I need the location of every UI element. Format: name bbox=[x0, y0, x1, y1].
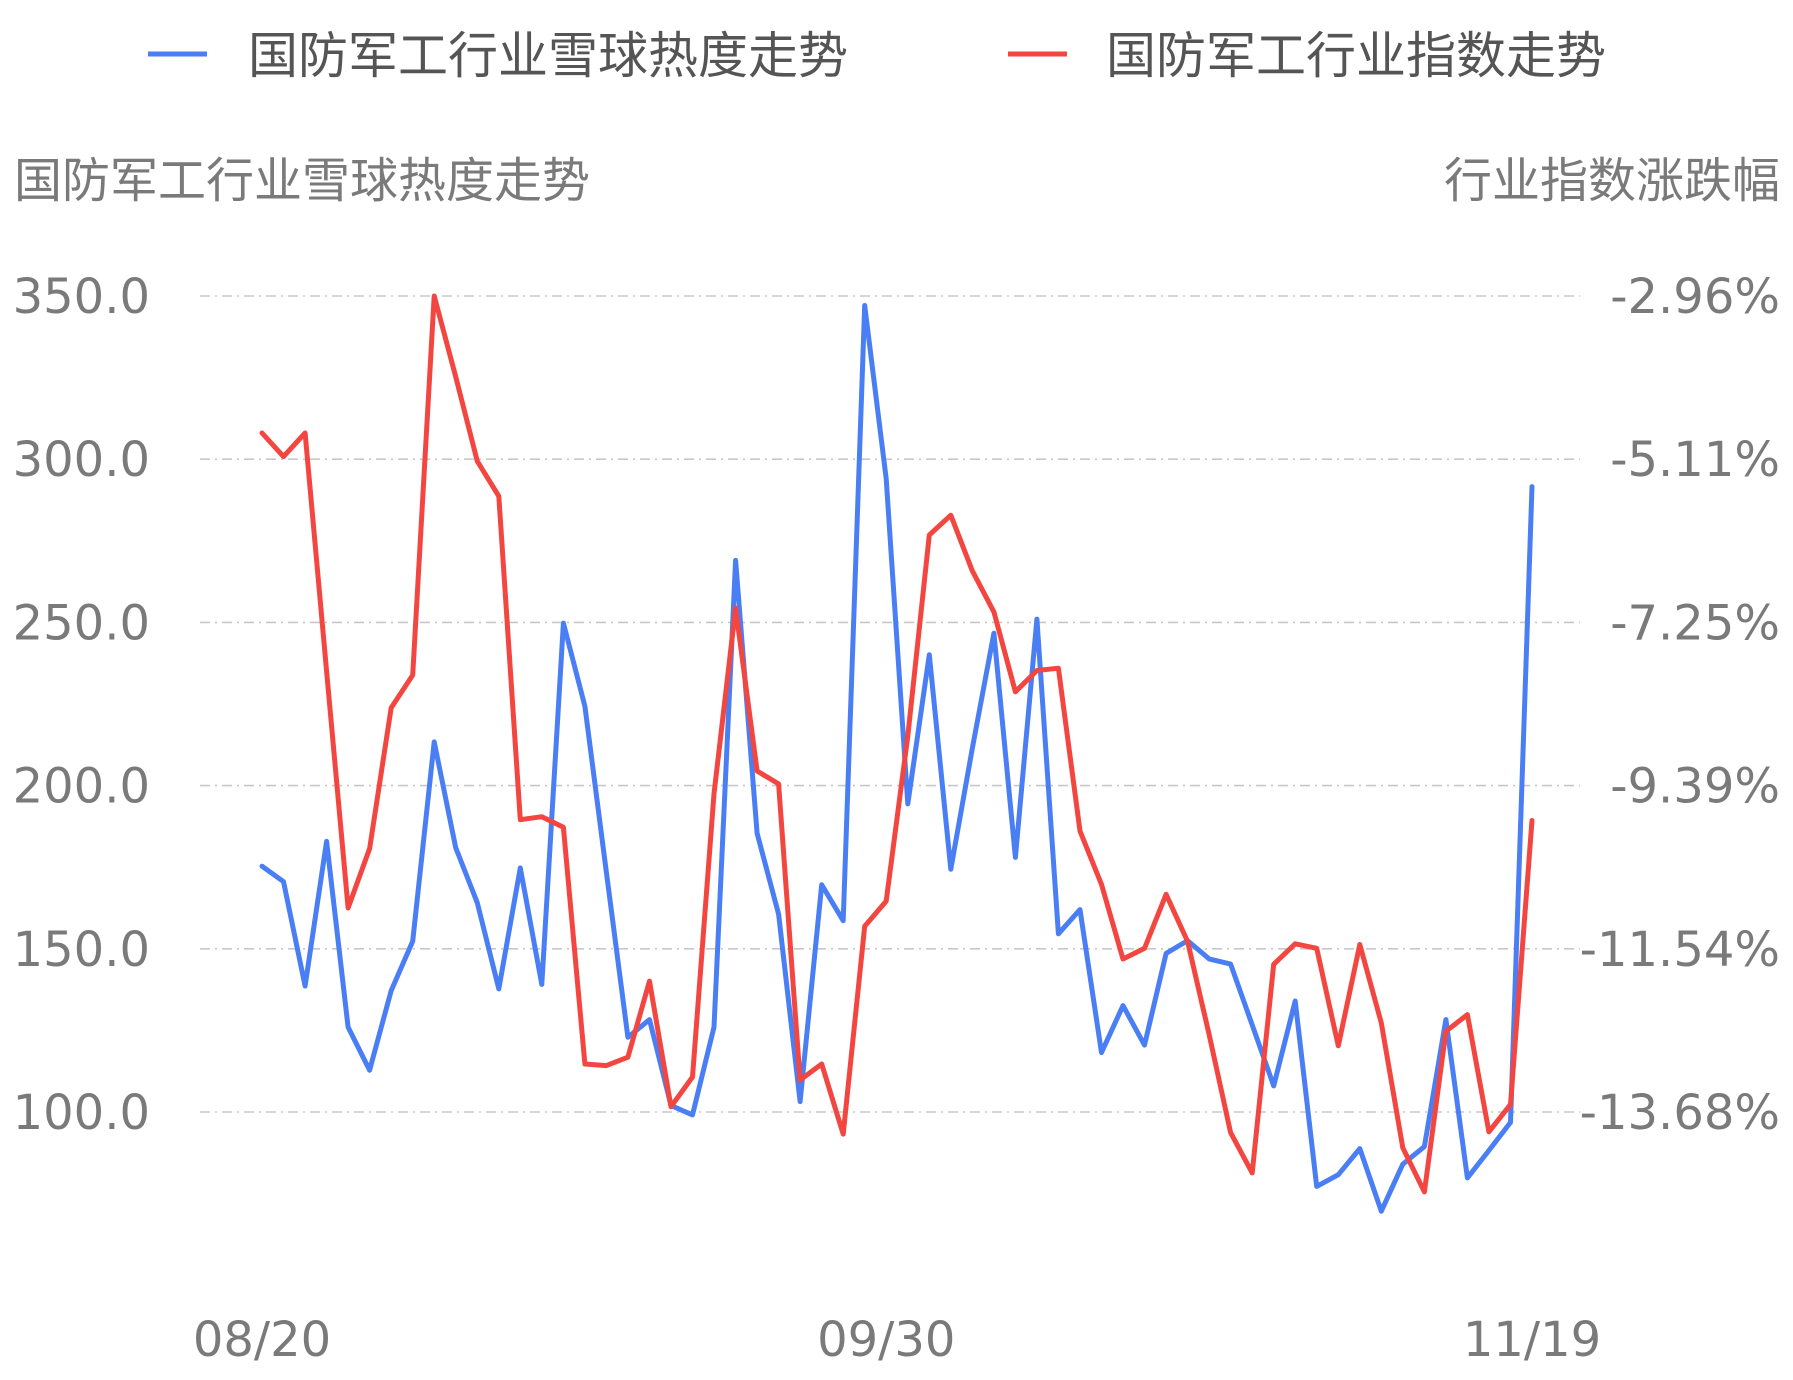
left-axis-ticks: 350.0 300.0 250.0 200.0 150.0 100.0 bbox=[13, 269, 150, 1141]
right-axis-ticks: -2.96% -5.11% -7.25% -9.39% -11.54% -13.68% bbox=[1580, 269, 1780, 1141]
right-axis-title: 行业指数涨跌幅 bbox=[1444, 153, 1780, 209]
left-tick-label: 200.0 bbox=[13, 759, 150, 815]
x-tick-label: 08/20 bbox=[193, 1312, 331, 1368]
right-tick-label: -13.68% bbox=[1580, 1085, 1780, 1141]
right-tick-label: -5.11% bbox=[1610, 432, 1780, 488]
right-tick-label: -2.96% bbox=[1610, 269, 1780, 325]
legend-item-heat[interactable]: 国防军工行业雪球热度走势 bbox=[148, 27, 848, 85]
series-lines bbox=[259, 293, 1535, 1214]
right-tick-label: -7.25% bbox=[1610, 595, 1780, 651]
left-tick-label: 350.0 bbox=[13, 269, 150, 325]
series-line-index bbox=[259, 293, 1535, 1195]
right-tick-label: -11.54% bbox=[1580, 922, 1780, 978]
x-tick-label: 09/30 bbox=[817, 1312, 955, 1368]
right-tick-label: -9.39% bbox=[1610, 759, 1780, 815]
legend-label-index: 国防军工行业指数走势 bbox=[1106, 27, 1606, 85]
left-tick-label: 100.0 bbox=[13, 1085, 150, 1141]
legend-label-heat: 国防军工行业雪球热度走势 bbox=[248, 27, 848, 85]
left-tick-label: 150.0 bbox=[13, 922, 150, 978]
left-tick-label: 250.0 bbox=[13, 595, 150, 651]
x-axis-ticks: 08/20 09/30 11/19 bbox=[193, 1312, 1601, 1368]
left-tick-label: 300.0 bbox=[13, 432, 150, 488]
series-line-heat bbox=[259, 303, 1535, 1214]
legend: 国防军工行业雪球热度走势 国防军工行业指数走势 bbox=[148, 27, 1606, 85]
left-axis-title: 国防军工行业雪球热度走势 bbox=[14, 153, 590, 209]
x-tick-label: 11/19 bbox=[1463, 1312, 1601, 1368]
legend-item-index[interactable]: 国防军工行业指数走势 bbox=[1008, 27, 1606, 85]
